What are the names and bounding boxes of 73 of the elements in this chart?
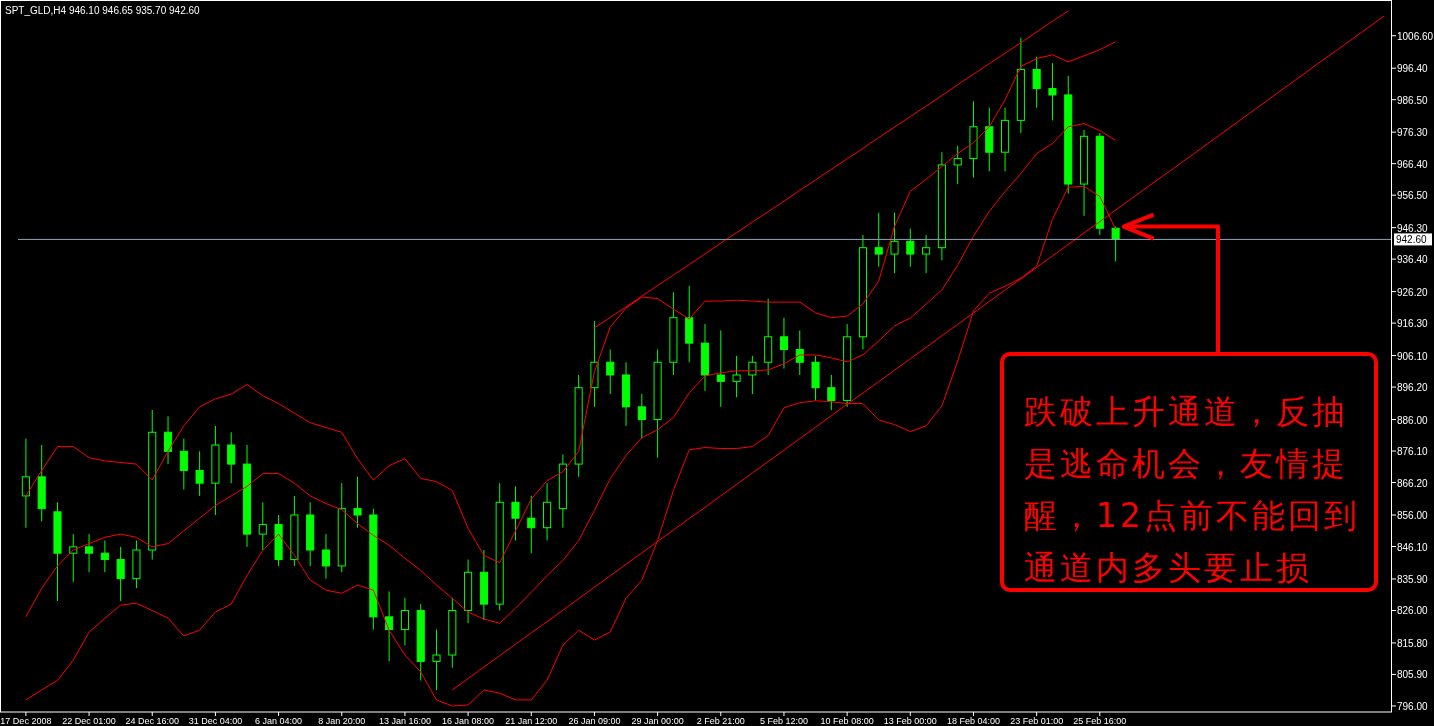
y-tick-label: 866.20 [1397,477,1429,489]
candlestick [163,415,173,465]
x-tick-label: 13 Feb 00:00 [883,716,937,726]
x-tick-label: 18 Feb 04:00 [946,716,1001,726]
candlestick [637,393,646,440]
x-tick-label: 22 Dec 01:00 [62,716,116,726]
x-tick-label: 6 Jan 04:00 [255,716,303,726]
y-tick-label: 906.10 [1397,350,1429,362]
y-tick-label: 856.00 [1397,510,1429,522]
x-tick-label: 16 Jan 08:00 [442,716,495,726]
y-tick-label: 876.10 [1397,446,1429,458]
candlestick [1048,62,1057,121]
x-tick-label: 23 Feb 01:00 [1010,716,1064,726]
candlestick [827,374,836,411]
candlestick [922,234,931,274]
y-tick-label: 815.80 [1397,637,1429,649]
x-tick-label: 24 Dec 16:00 [125,716,180,726]
y-tick-label: 826.00 [1397,605,1429,617]
y-tick-label: 886.00 [1397,414,1429,426]
y-tick-label: 926.20 [1397,286,1429,298]
candlestick [732,355,741,398]
x-tick-label: 26 Jan 09:00 [568,716,621,726]
candlestick [779,317,789,370]
x-tick-label: 17 Dec 2008 [0,716,52,726]
chart-title: SPT_GLD,H4 946.10 946.65 935.70 942.60 [5,5,201,16]
candlestick [258,501,267,551]
x-tick-label: 8 Jan 20:00 [318,716,366,726]
y-tick-label: 846.10 [1397,541,1429,553]
candlestick [321,533,331,580]
x-tick-label: 25 Feb 16:00 [1073,716,1127,726]
candlestick [1111,226,1120,262]
candlestick [227,431,236,484]
candlestick [953,145,962,185]
candlestick [85,533,94,573]
y-tick-label: 946.30 [1397,222,1429,234]
candlestick [748,355,757,395]
x-tick-label: 2 Feb 21:00 [696,716,745,726]
candlestick [195,450,204,497]
y-tick-label: 796.00 [1397,700,1429,712]
candlestick [179,438,188,491]
candlestick [906,228,915,268]
x-tick-label: 5 Feb 12:00 [759,716,808,726]
y-tick-label: 805.90 [1397,669,1429,681]
x-tick-label: 31 Dec 04:00 [188,716,243,726]
candlestick [100,539,109,573]
candlestick [606,349,615,395]
y-tick-label: 896.20 [1397,382,1429,394]
candlestick [527,495,536,554]
y-tick-label: 835.90 [1397,573,1429,585]
candlestick [874,212,883,268]
y-tick-label: 996.40 [1397,63,1429,75]
candlestick [400,597,409,646]
ref-line-label: 942.60 [1396,234,1428,246]
candlestick [432,629,441,691]
y-tick-label: 976.30 [1397,127,1429,139]
candlestick [116,546,125,602]
candlestick [21,438,30,529]
x-tick-label: 29 Jan 00:00 [631,716,684,726]
x-tick-label: 10 Feb 08:00 [820,716,874,726]
y-tick-label: 936.40 [1397,254,1429,266]
candlestick [890,212,899,274]
x-tick-label: 21 Jan 12:00 [505,716,558,726]
y-tick-label: 1006.60 [1397,30,1434,42]
candlestick [716,329,725,408]
candlestick [511,485,520,541]
y-tick-label: 966.40 [1397,158,1429,170]
y-tick-label: 986.50 [1397,94,1429,106]
candlestick [353,476,362,529]
y-tick-label: 916.30 [1397,318,1429,330]
candlestick [1032,56,1041,109]
y-tick-label: 956.50 [1397,190,1429,202]
annotation: 跌破上升通道，反抽是逃命机会，友情提醒，12点前不能回到通道内多头要止损 [1000,352,1378,592]
x-tick-label: 13 Jan 16:00 [378,716,431,726]
